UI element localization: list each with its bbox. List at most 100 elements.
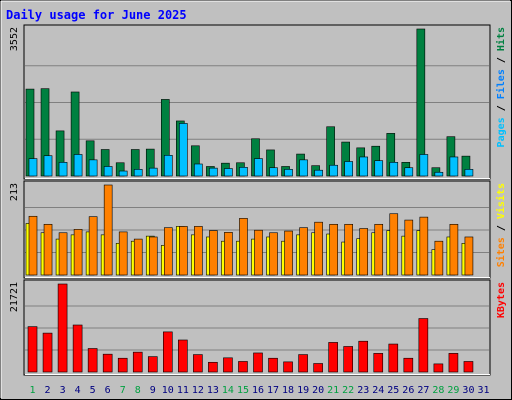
bar-sites-day-6 — [103, 184, 113, 276]
bar-pages-day-30 — [464, 169, 474, 177]
bar-kbytes-day-21 — [328, 342, 338, 373]
x-tick-label-day-2: 2 — [45, 385, 51, 396]
bar-sites-day-13 — [209, 230, 218, 276]
bar-kbytes-day-5 — [87, 348, 98, 373]
x-tick-label-day-30: 30 — [462, 385, 474, 396]
x-tick-label-day-26: 26 — [402, 385, 414, 396]
bar-kbytes-day-10 — [163, 331, 173, 373]
bar-kbytes-day-26 — [403, 357, 414, 373]
bar-pages-day-15 — [239, 167, 248, 177]
x-tick-label-day-17: 17 — [267, 385, 279, 396]
x-tick-label-day-21: 21 — [327, 385, 339, 396]
bar-pages-day-7 — [118, 170, 128, 177]
bar-pages-day-2 — [43, 155, 53, 177]
bar-sites-day-27 — [419, 216, 429, 276]
bar-kbytes-day-25 — [388, 343, 399, 373]
panel-hits-legend: Pages / Files / Hits — [495, 27, 507, 147]
panel-hits: 3552 Pages / Files / Hits — [9, 24, 507, 180]
bar-kbytes-day-17 — [268, 357, 278, 373]
bar-kbytes-day-7 — [117, 357, 128, 373]
chart-title: Daily usage for June 2025 — [6, 8, 187, 22]
bar-pages-day-22 — [344, 161, 353, 177]
legend-entry: / — [496, 219, 507, 237]
x-tick-label-day-15: 15 — [237, 385, 249, 396]
bar-pages-day-29 — [449, 156, 459, 177]
x-tick-label-day-7: 7 — [120, 385, 126, 396]
bar-sites-day-4 — [73, 229, 83, 276]
x-tick-label-day-4: 4 — [75, 385, 81, 396]
x-tick-label-day-8: 8 — [135, 385, 141, 396]
panel-visits-max-label: 213 — [9, 183, 20, 201]
bar-pages-day-14 — [224, 168, 233, 177]
panel-kbytes-legend: KBytes — [496, 282, 507, 318]
bar-pages-day-16 — [254, 158, 263, 177]
bar-pages-day-12 — [194, 163, 203, 177]
bar-pages-day-6 — [103, 166, 113, 177]
bar-sites-day-21 — [329, 223, 338, 276]
bar-sites-day-28 — [434, 240, 444, 276]
panel-kbytes-max-label: 21721 — [9, 282, 20, 312]
bar-pages-day-9 — [148, 167, 158, 177]
bar-pages-day-10 — [163, 155, 173, 177]
bar-sites-day-19 — [299, 227, 308, 276]
x-tick-label-day-14: 14 — [222, 385, 234, 396]
bar-hits-day-27 — [416, 28, 426, 177]
bar-kbytes-day-9 — [147, 356, 158, 373]
bar-pages-day-11 — [179, 123, 188, 177]
x-tick-label-day-11: 11 — [177, 385, 189, 396]
bar-pages-day-18 — [284, 169, 293, 177]
x-tick-label-day-12: 12 — [192, 385, 204, 396]
bar-kbytes-day-16 — [253, 352, 263, 373]
bar-sites-day-7 — [118, 231, 128, 276]
bar-pages-day-4 — [73, 154, 83, 177]
bar-kbytes-day-4 — [72, 324, 83, 373]
x-tick-label-day-20: 20 — [312, 385, 324, 396]
bar-kbytes-day-1 — [27, 326, 38, 373]
series-kbytes — [27, 283, 474, 373]
x-tick-label-day-18: 18 — [282, 385, 294, 396]
panel-kbytes: 21721 KBytes — [9, 279, 507, 376]
panel-visits-legend: Sites / Visits — [495, 183, 507, 267]
bar-pages-day-26 — [404, 167, 414, 177]
bar-kbytes-day-30 — [463, 361, 474, 373]
legend-entry: Files — [495, 69, 507, 99]
bar-sites-day-16 — [254, 229, 263, 276]
x-tick-label-day-13: 13 — [207, 385, 219, 396]
bar-pages-day-28 — [434, 171, 444, 177]
bar-kbytes-day-12 — [193, 354, 203, 373]
x-tick-label-day-10: 10 — [162, 385, 174, 396]
bar-kbytes-day-2 — [42, 332, 53, 373]
bar-pages-day-20 — [314, 169, 323, 177]
panels-group: 3552 Pages / Files / Hits 213 Sites / Visit… — [9, 24, 507, 376]
bar-kbytes-day-3 — [57, 283, 68, 373]
bar-kbytes-day-6 — [102, 353, 113, 373]
bar-kbytes-day-22 — [343, 346, 353, 373]
bar-sites-day-3 — [58, 232, 68, 276]
x-tick-label-day-25: 25 — [387, 385, 399, 396]
bar-kbytes-day-24 — [373, 353, 384, 373]
bar-kbytes-day-20 — [313, 363, 323, 373]
bar-pages-day-24 — [374, 160, 384, 177]
bar-sites-day-12 — [194, 226, 203, 276]
legend-entry: Sites — [495, 237, 507, 267]
bar-kbytes-day-28 — [433, 363, 444, 373]
series-pages — [28, 123, 474, 177]
bar-kbytes-day-29 — [448, 353, 459, 373]
bar-sites-day-25 — [389, 213, 399, 276]
bar-kbytes-day-13 — [208, 361, 218, 373]
bar-sites-day-5 — [88, 216, 98, 276]
bar-sites-day-22 — [344, 223, 353, 276]
bar-pages-day-5 — [88, 159, 98, 177]
bar-kbytes-day-14 — [223, 357, 233, 373]
bar-pages-day-21 — [329, 164, 338, 177]
x-tick-label-day-5: 5 — [90, 385, 96, 396]
x-tick-label-day-27: 27 — [417, 385, 429, 396]
bar-pages-day-19 — [299, 159, 308, 177]
bar-pages-day-23 — [359, 156, 369, 177]
x-axis-labels: 1 2 3 4 5 6 7 8 9 10 11 12 13 14 15 16 17 18 19 20 21 22 23 24 2… — [30, 385, 490, 396]
bar-sites-day-1 — [28, 215, 38, 276]
x-tick-label-day-31: 31 — [477, 385, 489, 396]
legend-entry: / — [496, 51, 507, 69]
